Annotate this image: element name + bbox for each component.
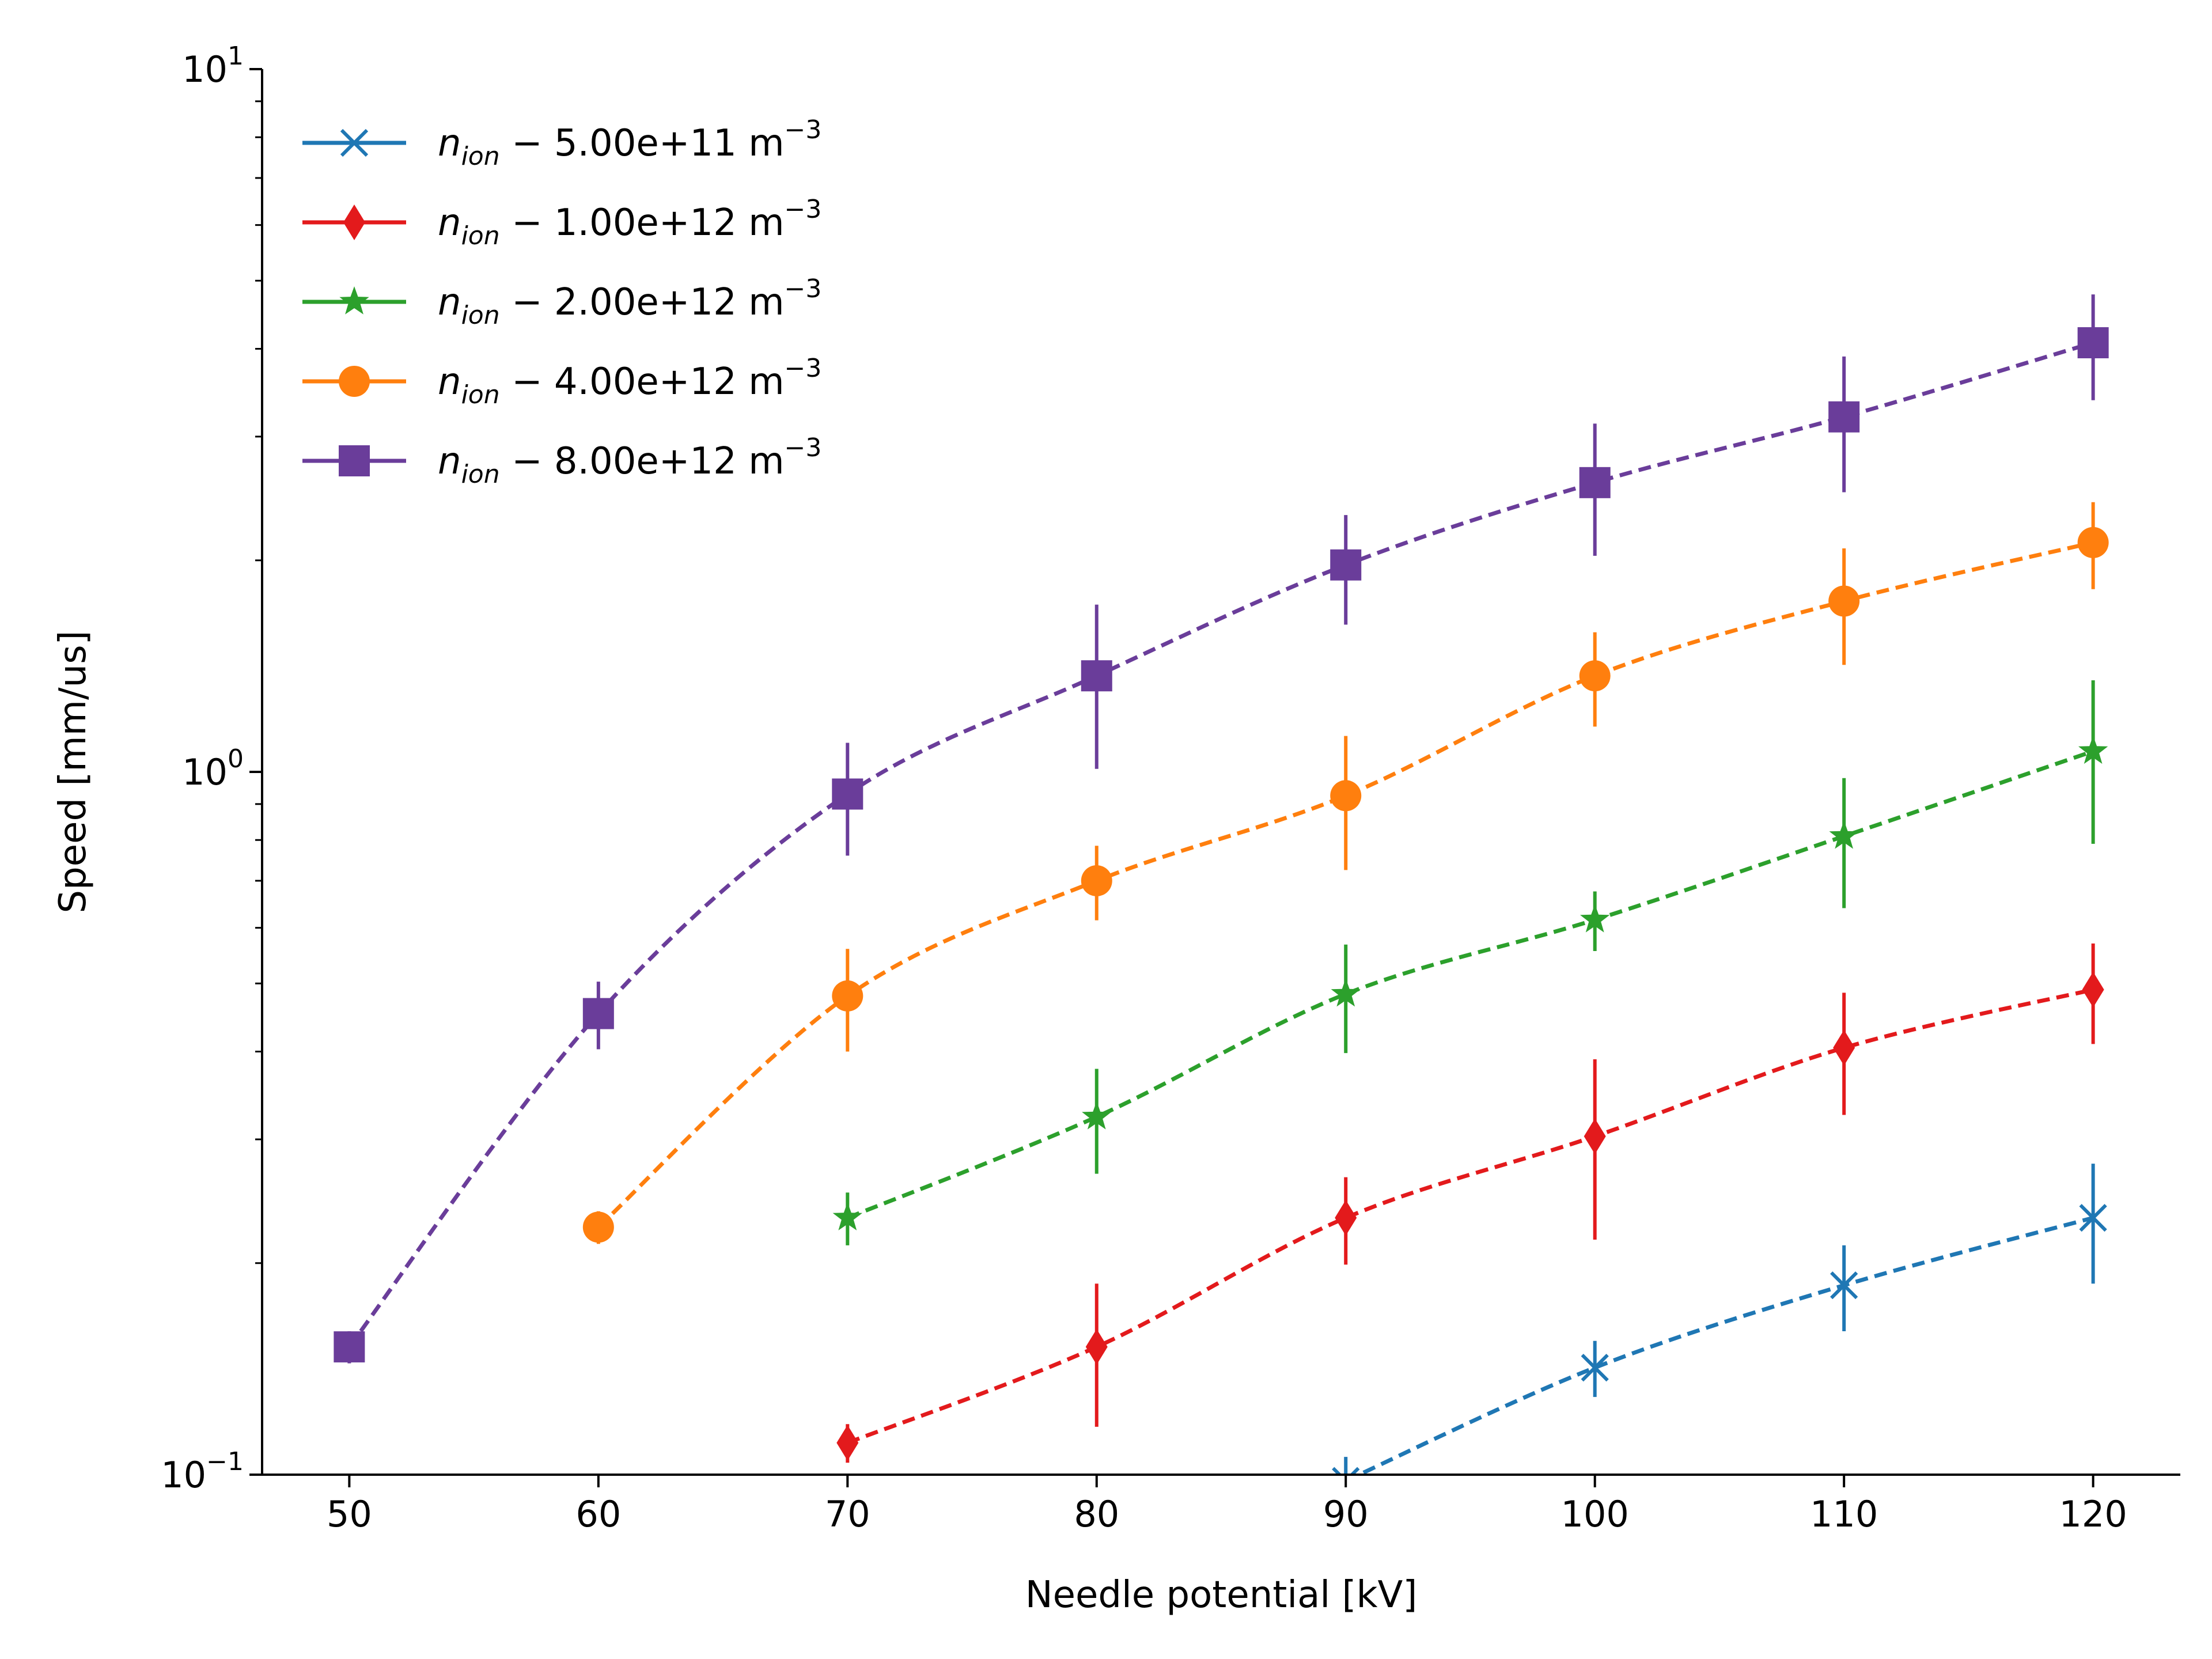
- data-point: [339, 366, 370, 397]
- data-point: [1829, 820, 1859, 849]
- data-point: [2078, 736, 2108, 764]
- data-point: [1581, 1354, 1609, 1382]
- data-point: [1584, 1118, 1606, 1154]
- legend-label: nion − 4.00e+12 m−3: [438, 354, 821, 410]
- data-point: [1085, 1329, 1108, 1365]
- x-tick-label: 110: [1810, 1493, 1878, 1535]
- x-tick-label: 70: [825, 1493, 870, 1535]
- data-point: [1580, 904, 1610, 933]
- data-point: [340, 128, 369, 157]
- data-point: [1828, 585, 1860, 617]
- data-point: [2082, 971, 2104, 1007]
- series-line: [846, 749, 2094, 1220]
- x-tick-label: 100: [1561, 1493, 1629, 1535]
- data-point: [832, 980, 863, 1012]
- legend-label: nion − 8.00e+12 m−3: [438, 433, 821, 489]
- data-point: [832, 1202, 862, 1230]
- x-tick-label: 60: [575, 1493, 621, 1535]
- y-tick-label: 10−1: [161, 1447, 244, 1496]
- y-tick-exponent: −1: [206, 1447, 244, 1476]
- data-point: [334, 1331, 365, 1363]
- series-line: [847, 987, 2094, 1445]
- x-ticks: 50 60 70 80 90 100 110 120: [327, 1475, 2127, 1535]
- data-point: [1331, 978, 1361, 1007]
- y-tick-exponent: 0: [228, 744, 244, 774]
- data-point: [1833, 1029, 1855, 1066]
- series-layer: [334, 294, 2109, 1475]
- legend-item: nion − 4.00e+12 m−3: [302, 354, 821, 410]
- data-point: [1579, 467, 1611, 498]
- legend-label: nion − 2.00e+12 m−3: [438, 274, 821, 330]
- legend-item: nion − 8.00e+12 m−3: [302, 433, 821, 489]
- data-point: [1830, 1271, 1858, 1300]
- y-tick-base: 10: [182, 48, 228, 90]
- data-point: [1330, 780, 1362, 812]
- y-tick-label: 101: [182, 41, 244, 90]
- data-point: [1828, 401, 1860, 433]
- data-point: [2079, 1203, 2107, 1232]
- data-point: [2077, 327, 2109, 358]
- legend-label: nion − 1.00e+12 m−3: [438, 195, 821, 251]
- legend-item: nion − 2.00e+12 m−3: [302, 274, 821, 330]
- data-point: [1081, 660, 1112, 692]
- data-point: [1579, 660, 1611, 692]
- series-line: [1354, 1215, 2094, 1475]
- data-point: [582, 998, 614, 1029]
- series-x: [1332, 1164, 2107, 1475]
- data-point: [343, 204, 365, 240]
- y-tick-label: 100: [182, 744, 244, 793]
- data-point: [1081, 865, 1112, 896]
- data-point: [1335, 1200, 1357, 1236]
- data-point: [339, 286, 369, 315]
- legend: nion − 5.00e+11 m−3 nion − 1.00e+12 m−3 ni…: [302, 115, 821, 489]
- data-point: [339, 445, 370, 476]
- data-point: [1332, 1467, 1360, 1475]
- x-tick-label: 90: [1323, 1493, 1369, 1535]
- series-diamond: [836, 943, 2104, 1463]
- data-point: [832, 778, 863, 810]
- data-point: [2077, 527, 2109, 558]
- x-tick-label: 120: [2059, 1493, 2127, 1535]
- series-circle: [582, 502, 2109, 1244]
- y-tick-base: 10: [161, 1454, 206, 1496]
- data-point: [836, 1425, 859, 1461]
- y-axis-label: Speed [mm/us]: [52, 630, 94, 913]
- data-point: [1330, 549, 1362, 581]
- series-star: [832, 680, 2108, 1245]
- data-point: [1082, 1101, 1112, 1130]
- x-axis-label: Needle potential [kV]: [1025, 1574, 1418, 1616]
- y-tick-exponent: 1: [228, 41, 244, 71]
- data-point: [582, 1211, 614, 1243]
- x-tick-label: 80: [1074, 1493, 1119, 1535]
- series-square: [334, 294, 2109, 1363]
- y-tick-base: 10: [182, 751, 228, 793]
- legend-item: nion − 1.00e+12 m−3: [302, 195, 821, 251]
- legend-label: nion − 5.00e+11 m−3: [438, 115, 821, 171]
- x-tick-label: 50: [327, 1493, 372, 1535]
- legend-item: nion − 5.00e+11 m−3: [302, 115, 821, 171]
